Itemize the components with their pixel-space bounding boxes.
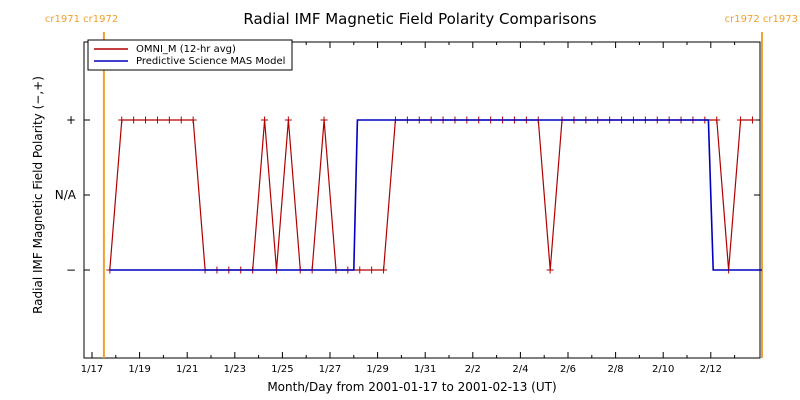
omni-data-point: [368, 266, 376, 274]
x-axis: 1/17 1/19 1/21 1/23 1/25 1/27 1/29 1/31 2/2 2/4 2/…: [81, 42, 736, 375]
omni-data-point: [320, 116, 328, 124]
x-tick-label: 1/23: [224, 364, 246, 375]
x-axis-label: Month/Day from 2001-01-17 to 2001-02-13 …: [267, 380, 556, 394]
series-layer: [106, 116, 762, 274]
x-tick-label: 1/21: [176, 364, 198, 375]
omni-data-point: [153, 116, 161, 124]
omni-data-point: [748, 116, 756, 124]
x-tick-label: 1/29: [366, 364, 388, 375]
omni-data-point: [130, 116, 138, 124]
x-tick-label: 1/17: [81, 364, 103, 375]
plot-frame: [83, 41, 761, 359]
x-tick-label: 1/27: [319, 364, 341, 375]
x-tick-label: 1/19: [128, 364, 150, 375]
y-axis: − N/A +: [55, 113, 760, 277]
omni-series-line: [109, 119, 753, 271]
omni-data-point: [189, 116, 197, 124]
y-tick-label: −: [66, 263, 76, 277]
x-tick-label: 2/6: [560, 364, 576, 375]
carrington-markers: cr1971 cr1972 cr1972 cr1973: [45, 14, 798, 358]
x-tick-label: 2/4: [512, 364, 528, 375]
x-tick-label: 1/31: [414, 364, 436, 375]
omni-data-point: [737, 116, 745, 124]
x-tick-label: 2/2: [465, 364, 481, 375]
y-tick-label: N/A: [55, 188, 77, 202]
carrington-label: cr1971 cr1972: [45, 14, 118, 25]
x-tick-label: 2/10: [652, 364, 674, 375]
legend-box: [87, 39, 293, 71]
x-tick-label: 2/12: [700, 364, 722, 375]
legend-label-mas: Predictive Science MAS Model: [136, 56, 285, 67]
x-tick-label: 1/25: [271, 364, 293, 375]
omni-data-point: [118, 116, 126, 124]
omni-data-point: [165, 116, 173, 124]
carrington-label: cr1972 cr1973: [725, 14, 798, 25]
omni-data-point: [713, 116, 721, 124]
omni-data-point: [380, 266, 388, 274]
omni-data-point: [261, 116, 269, 124]
omni-data-point: [142, 116, 150, 124]
omni-data-point: [546, 266, 554, 274]
omni-data-point: [356, 266, 364, 274]
y-tick-label: +: [66, 113, 76, 127]
omni-data-point: [177, 116, 185, 124]
legend: OMNI_M (12-hr avg) Predictive Science MA…: [87, 39, 293, 71]
chart-title: Radial IMF Magnetic Field Polarity Compa…: [243, 10, 596, 28]
omni-data-point: [284, 116, 292, 124]
y-axis-label: Radial IMF Magnetic Field Polarity (−,+): [31, 76, 45, 314]
legend-label-omni: OMNI_M (12-hr avg): [136, 44, 236, 55]
x-tick-label: 2/8: [608, 364, 624, 375]
mas-series-line: [109, 119, 762, 271]
